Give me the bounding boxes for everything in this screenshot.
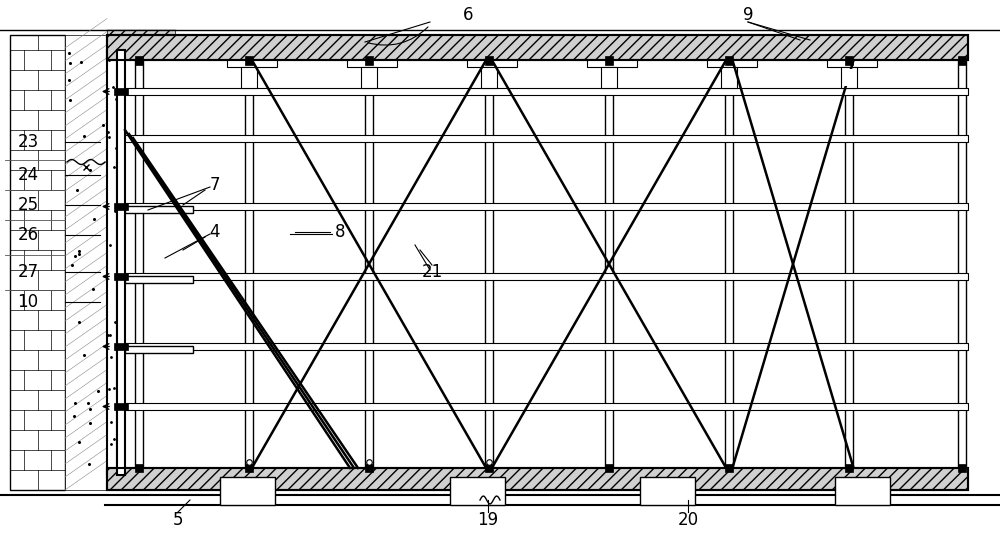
Text: 8: 8 — [335, 223, 345, 241]
Bar — [484, 69, 494, 86]
Bar — [107, 35, 968, 60]
Bar — [244, 69, 254, 86]
Bar — [125, 88, 968, 95]
Bar — [114, 403, 128, 410]
Bar — [845, 56, 853, 65]
Bar — [827, 60, 877, 67]
Bar — [365, 464, 373, 472]
Bar — [605, 60, 613, 468]
Text: 25: 25 — [17, 196, 39, 214]
Text: 23: 23 — [17, 133, 39, 151]
Bar — [125, 276, 193, 283]
Bar — [640, 477, 695, 505]
Bar — [125, 206, 193, 213]
Text: 20: 20 — [677, 511, 699, 529]
Bar — [245, 60, 253, 468]
Bar — [125, 135, 968, 142]
Bar — [114, 273, 128, 280]
Bar — [450, 477, 505, 505]
Bar — [107, 468, 968, 490]
Bar — [481, 67, 497, 88]
Text: 9: 9 — [743, 6, 753, 24]
FancyArrowPatch shape — [368, 27, 428, 45]
Bar — [725, 56, 733, 65]
Bar — [841, 67, 857, 88]
Bar — [605, 56, 613, 65]
Bar — [135, 60, 143, 468]
Bar — [107, 50, 117, 475]
Bar — [485, 60, 493, 468]
Bar — [605, 464, 613, 472]
Bar — [117, 50, 125, 475]
Bar — [125, 403, 968, 410]
Bar — [467, 60, 517, 67]
Bar — [364, 69, 374, 86]
Bar — [958, 56, 966, 65]
Bar — [845, 464, 853, 472]
Text: 5: 5 — [173, 511, 183, 529]
Text: 6: 6 — [463, 6, 473, 24]
Bar — [604, 69, 614, 86]
Bar — [10, 35, 65, 490]
Bar — [835, 477, 890, 505]
Text: 4: 4 — [210, 223, 220, 241]
Bar — [125, 346, 193, 353]
Bar — [724, 69, 734, 86]
Bar — [725, 464, 733, 472]
Bar — [725, 60, 733, 468]
Bar — [227, 60, 277, 67]
Bar — [721, 67, 737, 88]
Bar — [958, 464, 966, 472]
Bar — [587, 60, 637, 67]
Bar — [241, 67, 257, 88]
Bar — [220, 477, 275, 505]
Bar — [107, 30, 175, 35]
Bar — [958, 60, 966, 468]
Bar — [485, 464, 493, 472]
Bar — [365, 56, 373, 65]
Bar — [365, 60, 373, 468]
Bar — [845, 60, 853, 468]
Text: 24: 24 — [17, 166, 39, 184]
Bar — [347, 60, 397, 67]
Text: 10: 10 — [17, 293, 39, 311]
Bar — [245, 464, 253, 472]
Bar — [601, 67, 617, 88]
Bar — [125, 203, 968, 210]
Bar — [114, 88, 128, 95]
Bar — [125, 273, 968, 280]
Bar — [114, 343, 128, 350]
Bar — [125, 343, 968, 350]
Text: 26: 26 — [17, 226, 39, 244]
Bar — [135, 56, 143, 65]
Bar — [107, 468, 968, 490]
Bar — [361, 67, 377, 88]
Bar — [844, 69, 854, 86]
Bar — [114, 203, 128, 210]
Text: 7: 7 — [210, 176, 220, 194]
Bar — [245, 56, 253, 65]
Text: 21: 21 — [421, 263, 443, 281]
Bar — [107, 35, 968, 60]
Bar — [707, 60, 757, 67]
Bar — [65, 35, 107, 490]
Text: 19: 19 — [477, 511, 499, 529]
Text: 27: 27 — [17, 263, 39, 281]
Bar — [485, 56, 493, 65]
Bar — [135, 464, 143, 472]
